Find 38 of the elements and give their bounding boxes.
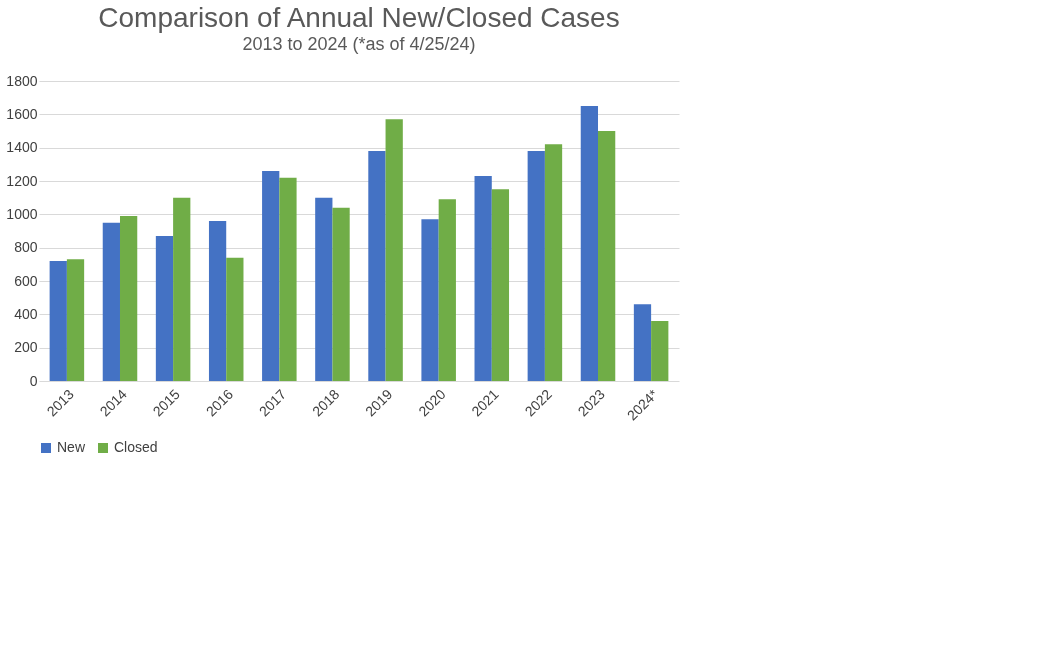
y-tick-label: 1800 (6, 72, 38, 89)
y-tick-label: 200 (14, 339, 38, 356)
bar (173, 197, 191, 381)
bar (49, 261, 67, 381)
bar (474, 176, 492, 381)
bar (421, 219, 439, 381)
bar (332, 207, 350, 381)
bar (208, 221, 227, 381)
bar (598, 131, 616, 381)
bar (544, 144, 563, 381)
y-tick-label: 1000 (6, 205, 38, 222)
bar (633, 304, 652, 381)
bar (262, 171, 280, 381)
y-tick-label: 0 (29, 372, 38, 389)
bar (438, 199, 456, 381)
y-tick-label: 800 (14, 239, 38, 256)
y-tick-label: 1600 (6, 105, 38, 122)
bar (279, 177, 297, 381)
bar (120, 216, 138, 381)
bar (580, 106, 598, 381)
y-tick-label: 1200 (6, 172, 38, 189)
y-tick-label: 600 (14, 272, 38, 289)
bar (651, 321, 669, 381)
bar (226, 257, 244, 381)
chart-title: Comparison of Annual New/Closed Cases (98, 2, 620, 33)
legend-label: Closed (114, 439, 158, 455)
y-tick-label: 400 (14, 305, 38, 322)
y-tick-label: 1400 (6, 139, 38, 156)
legend-label: New (57, 439, 86, 455)
bar (102, 222, 120, 381)
bar (155, 236, 174, 381)
bar (315, 197, 333, 381)
bar (368, 151, 386, 381)
bar (527, 151, 545, 381)
bar (66, 259, 85, 381)
bar (385, 119, 403, 381)
chart-subtitle: 2013 to 2024 (*as of 4/25/24) (242, 34, 476, 54)
bar (491, 189, 510, 381)
